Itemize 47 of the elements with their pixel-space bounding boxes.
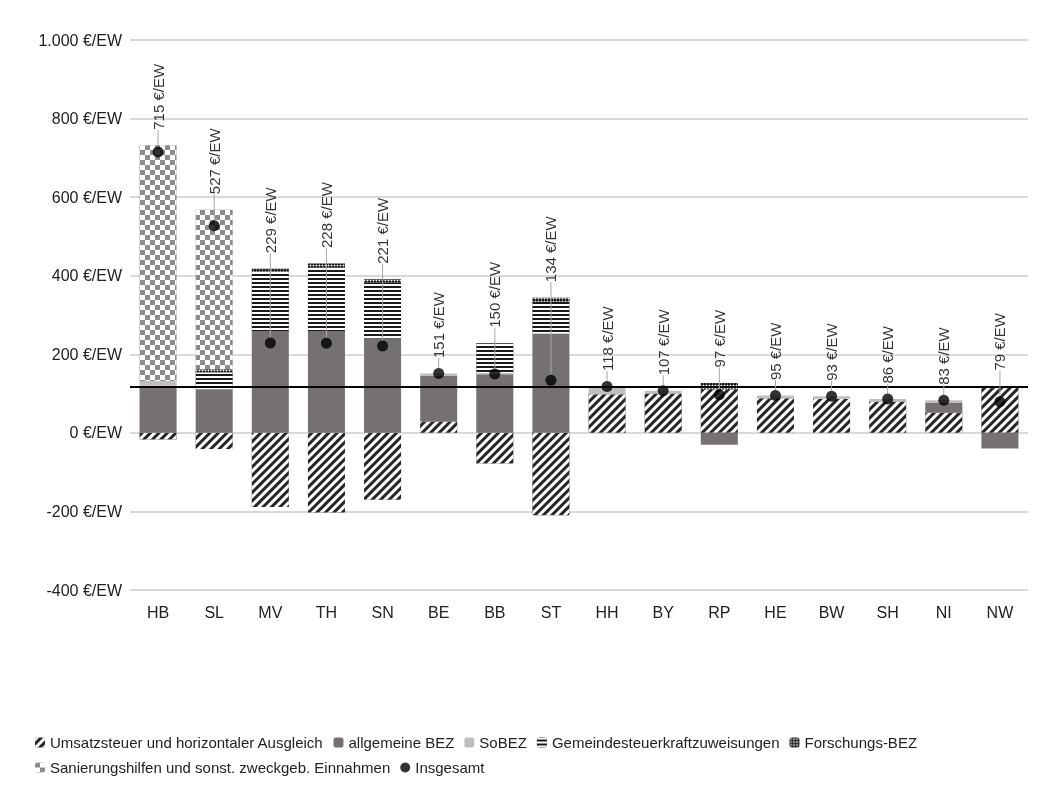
y-tick-label: 600 €/EW — [51, 188, 123, 206]
legend-label: Umsatzsteuer und horizontaler Ausgleich — [50, 734, 323, 751]
data-label: 715 €/EW — [149, 63, 167, 130]
data-label: 150 €/EW — [486, 261, 504, 328]
data-label: 86 €/EW — [879, 325, 897, 384]
y-tick-label: 0 €/EW — [69, 424, 123, 442]
data-label: 228 €/EW — [317, 181, 335, 249]
x-tick-label: NW — [986, 603, 1015, 621]
data-label: 79 €/EW — [991, 312, 1009, 371]
data-label: 95 €/EW — [766, 321, 784, 381]
y-tick-label: 400 €/EW — [51, 267, 123, 285]
x-tick-label: ST — [540, 603, 562, 621]
y-tick-label: 1.000 €/EW — [38, 31, 123, 49]
y-tick-label: 800 €/EW — [51, 110, 123, 128]
x-tick-label: NI — [935, 603, 952, 621]
x-tick-label: RP — [708, 603, 731, 621]
data-label: 83 €/EW — [935, 326, 953, 385]
data-label: 134 €/EW — [542, 215, 560, 283]
data-label: 118 €/EW — [598, 305, 616, 371]
data-label: 151 €/EW — [430, 291, 448, 359]
x-tick-label: SL — [204, 603, 225, 621]
x-tick-label: BE — [428, 603, 450, 621]
y-tick-label: 200 €/EW — [51, 345, 123, 363]
x-tick-label: SN — [371, 603, 394, 621]
x-tick-label: SH — [876, 603, 899, 621]
y-tick-label: -200 €/EW — [46, 502, 123, 520]
x-tick-label: HH — [595, 603, 619, 621]
x-tick-label: BB — [484, 603, 506, 621]
legend-label: Forschungs-BEZ — [804, 734, 918, 751]
legend-label: allgemeine BEZ — [348, 734, 455, 751]
data-label: 527 €/EW — [205, 127, 223, 195]
x-tick-label: TH — [315, 603, 338, 621]
x-tick-label: BY — [652, 603, 675, 621]
data-label: 221 €/EW — [374, 197, 392, 264]
data-label: 97 €/EW — [710, 309, 728, 368]
x-tick-label: MV — [258, 603, 283, 621]
y-tick-label: -400 €/EW — [46, 581, 123, 599]
legend-label: Insgesamt — [415, 759, 486, 776]
data-label: 93 €/EW — [823, 322, 841, 381]
legend-label: SoBEZ — [479, 734, 527, 751]
x-tick-label: HB — [146, 603, 170, 621]
x-tick-label: HE — [764, 603, 787, 621]
data-label: 107 €/EW — [654, 308, 672, 376]
data-label: 229 €/EW — [261, 186, 279, 254]
legend-label: Gemeindesteuerkraftzuweisungen — [551, 734, 780, 751]
legend-label: Sanierungshilfen und sonst. zweckgeb. Einnahmen — [50, 759, 391, 776]
x-tick-label: BW — [818, 603, 846, 621]
